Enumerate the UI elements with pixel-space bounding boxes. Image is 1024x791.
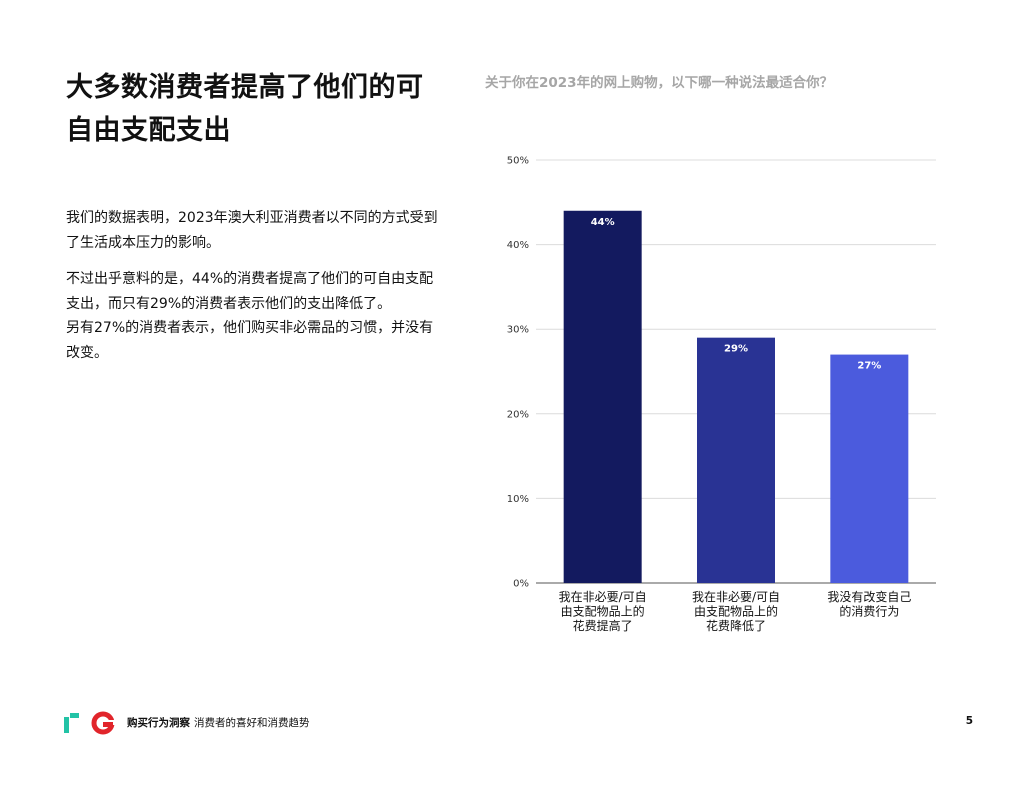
paragraph-2: 不过出乎意料的是，44%的消费者提高了他们的可自由支配支出，而只有29%的消费者…	[66, 271, 434, 361]
data-label: 27%	[857, 361, 881, 372]
y-tick-label: 0%	[513, 579, 529, 590]
x-tick-label: 我在非必要/可自	[692, 590, 780, 604]
y-tick-label: 50%	[507, 156, 529, 167]
footer-brand: 购买行为洞察	[127, 717, 190, 729]
bar	[830, 354, 909, 583]
x-tick-label: 我没有改变自己	[827, 589, 911, 604]
page-title: 大多数消费者提高了他们的可自由支配支出	[66, 72, 424, 146]
body-text: 我们的数据表明，2023年澳大利亚消费者以不同的方式受到了生活成本压力的影响。 …	[66, 206, 446, 377]
footer-text: 购买行为洞察 消费者的喜好和消费趋势	[127, 715, 310, 730]
chart-title: 关于你在2023年的网上购物，以下哪一种说法最适合你？	[485, 75, 834, 91]
footer: 购买行为洞察 消费者的喜好和消费趋势 5	[63, 709, 973, 737]
bar	[697, 337, 775, 583]
footer-subtitle: 消费者的喜好和消费趋势	[194, 717, 310, 729]
y-tick-label: 10%	[507, 494, 529, 505]
x-tick-label: 由支配物品上的	[561, 604, 645, 619]
y-tick-label: 40%	[507, 240, 529, 251]
x-tick-label: 花费提高了	[573, 618, 633, 633]
y-tick-label: 30%	[507, 325, 529, 336]
x-tick-label: 由支配物品上的	[694, 604, 778, 619]
data-label: 29%	[724, 344, 748, 355]
page-number: 5	[965, 715, 973, 727]
bar-chart: 0%10%20%30%40%50%44%我在非必要/可自由支配物品上的花费提高了…	[507, 156, 936, 633]
x-tick-label: 花费降低了	[706, 618, 766, 633]
brand-logo-icon	[64, 713, 79, 733]
bar	[563, 210, 642, 583]
data-label: 44%	[591, 217, 615, 228]
partner-logo-icon	[91, 711, 116, 735]
x-tick-label: 的消费行为	[839, 604, 899, 619]
paragraph-1: 我们的数据表明，2023年澳大利亚消费者以不同的方式受到了生活成本压力的影响。	[66, 210, 438, 251]
x-tick-label: 我在非必要/可自	[559, 590, 647, 604]
y-tick-label: 20%	[507, 409, 529, 420]
